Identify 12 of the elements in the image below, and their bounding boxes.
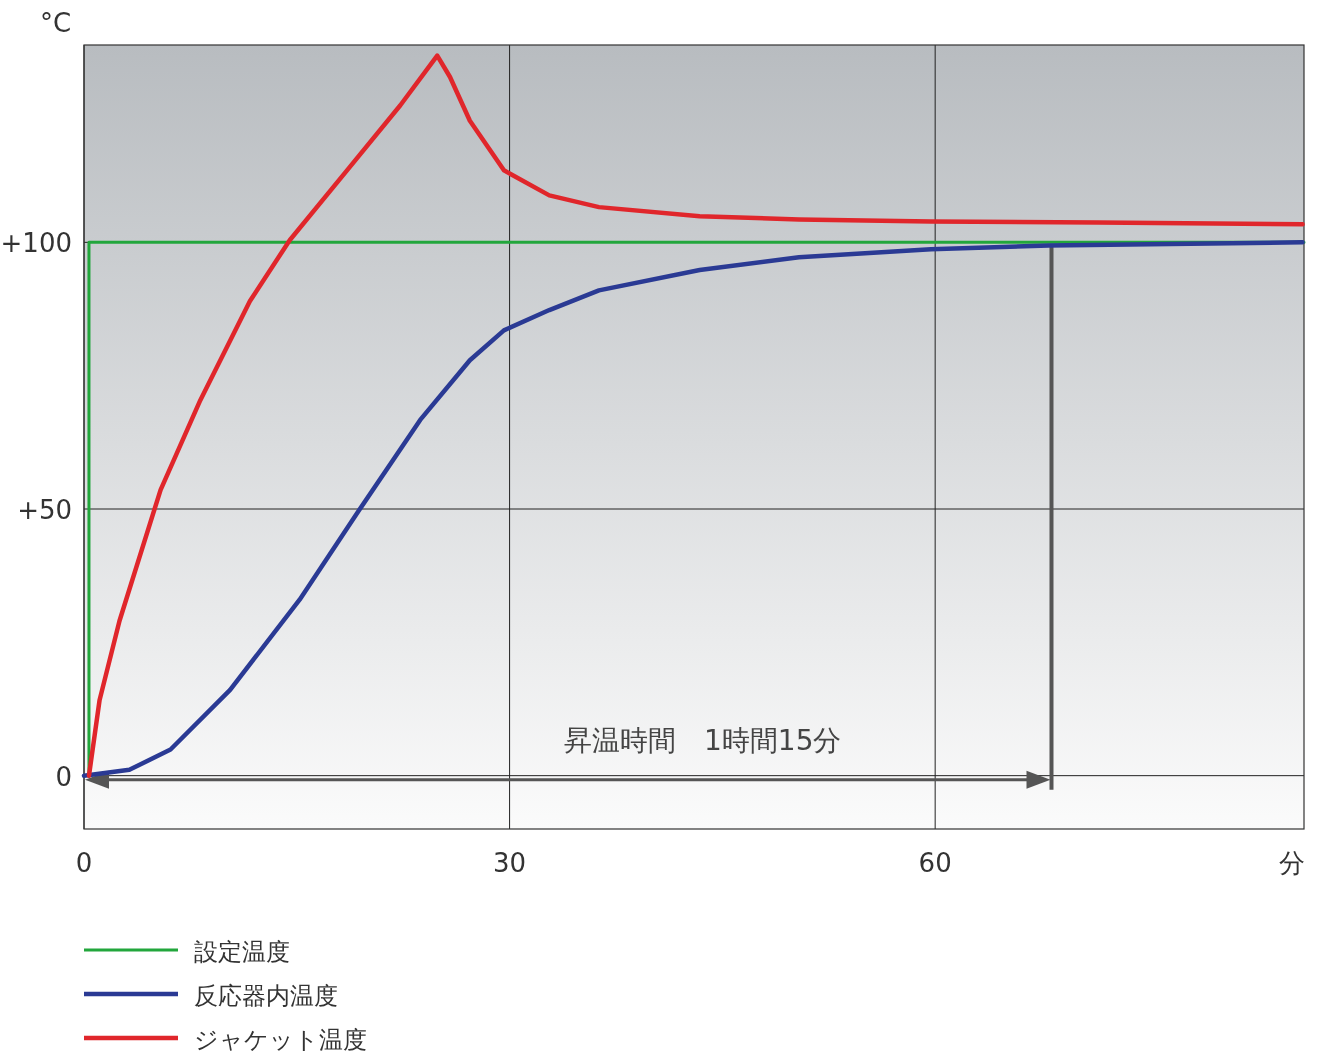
y-axis-title: °C [40,8,72,38]
x-tick-label: 30 [493,848,527,878]
x-axis-title: 分 [1279,848,1305,878]
legend-label: 反応器内温度 [194,982,338,1010]
annotation: 昇温時間 1時間15分 [564,723,842,757]
legend-label: 設定温度 [194,938,290,966]
x-tick-label: 60 [918,848,952,878]
legend-label: ジャケット温度 [194,1026,367,1054]
y-tick-label: +50 [17,495,72,525]
y-tick-label: 0 [55,761,72,792]
x-tick-label: 0 [75,848,93,878]
y-tick-label: +100 [0,228,72,259]
